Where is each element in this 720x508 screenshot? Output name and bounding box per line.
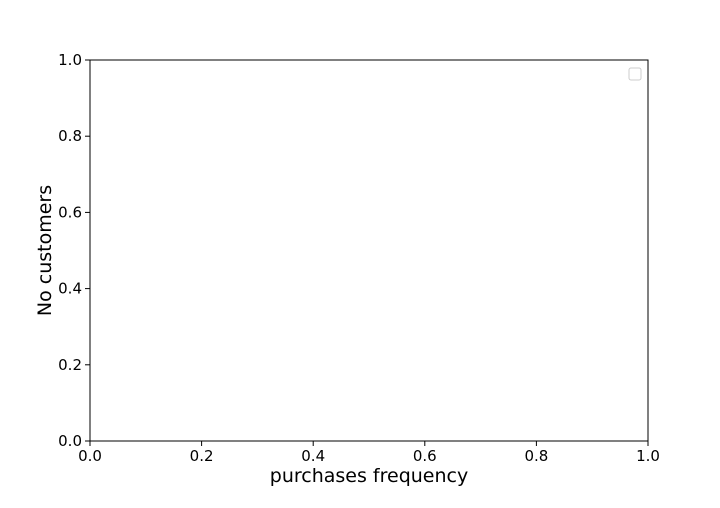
legend-box <box>628 67 642 81</box>
axes-frame <box>89 59 649 442</box>
y-axis-ticks: 0.0 0.2 0.4 0.6 0.8 1.0 <box>58 51 90 450</box>
x-tick-label: 0.0 <box>78 447 102 465</box>
y-axis-label: No customers <box>34 185 56 316</box>
x-tick-label: 0.8 <box>524 447 548 465</box>
y-tick-label: 0.2 <box>58 356 82 374</box>
x-axis-ticks: 0.0 0.2 0.4 0.6 0.8 1.0 <box>78 441 660 465</box>
y-tick-label: 0.4 <box>58 280 82 298</box>
legend <box>628 67 642 81</box>
x-tick-label: 0.6 <box>413 447 437 465</box>
y-tick-label: 0.6 <box>58 203 82 221</box>
x-tick-label: 0.4 <box>301 447 325 465</box>
x-tick-label: 1.0 <box>636 447 660 465</box>
y-tick-label: 1.0 <box>58 51 82 69</box>
y-tick-label: 0.0 <box>58 432 82 450</box>
y-tick-label: 0.8 <box>58 127 82 145</box>
x-tick-label: 0.2 <box>190 447 214 465</box>
x-axis-label: purchases frequency <box>270 465 468 487</box>
